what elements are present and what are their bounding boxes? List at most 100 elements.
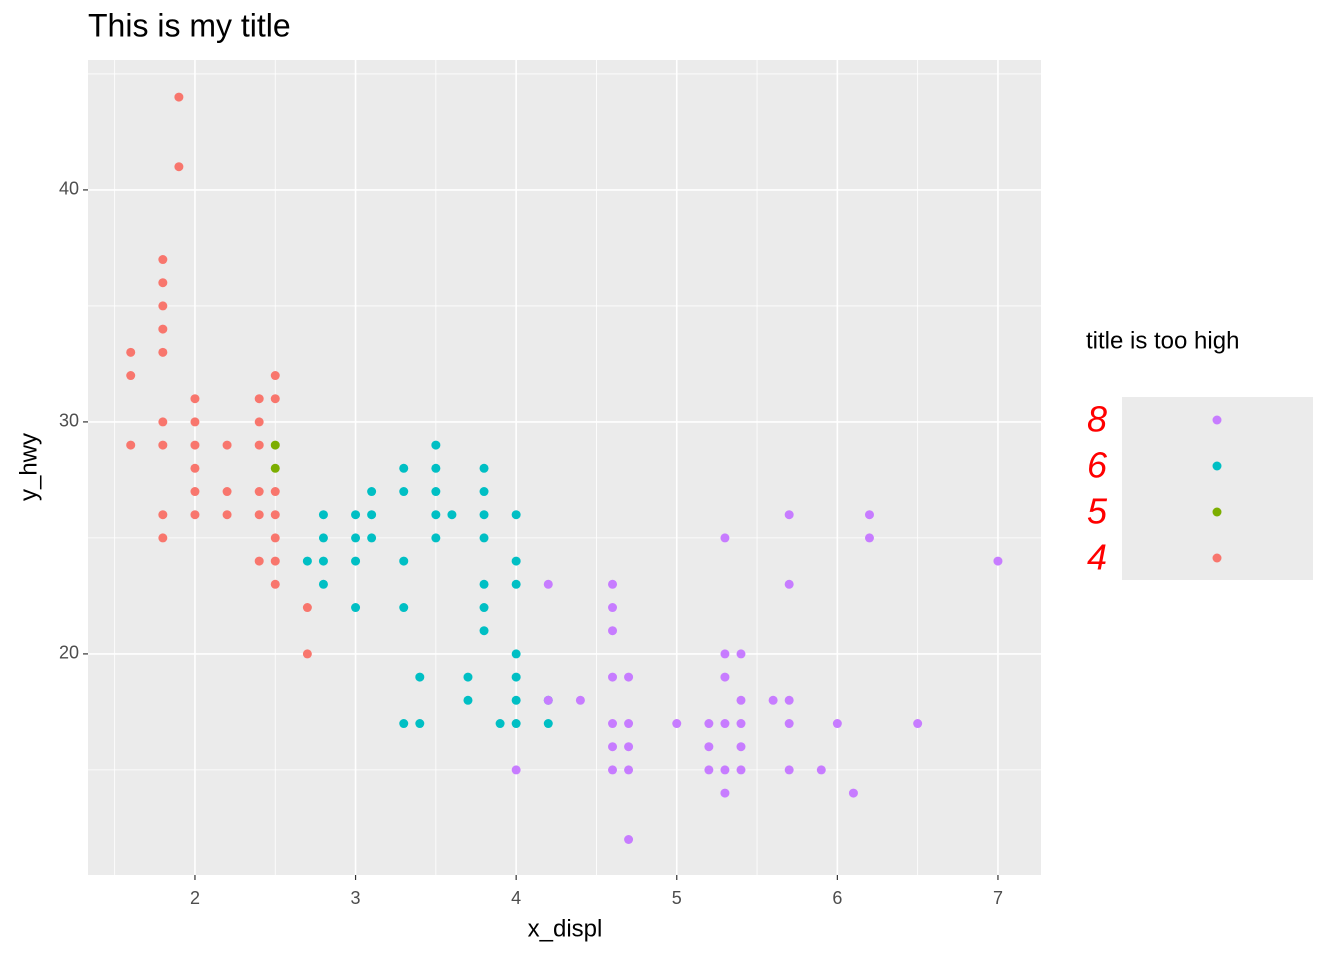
- point: [126, 347, 136, 357]
- legend-key: [1212, 415, 1222, 425]
- x-tick-label: 4: [511, 888, 521, 908]
- point: [318, 533, 328, 543]
- point: [864, 533, 874, 543]
- point: [511, 510, 521, 520]
- point: [624, 672, 634, 682]
- point: [190, 440, 200, 450]
- point: [608, 626, 618, 636]
- chart-title: This is my title: [88, 7, 291, 43]
- point: [543, 695, 553, 705]
- legend-key: [1212, 553, 1222, 563]
- point: [479, 579, 489, 589]
- point: [624, 765, 634, 775]
- point: [784, 695, 794, 705]
- point: [302, 556, 312, 566]
- point: [608, 672, 618, 682]
- point: [270, 487, 280, 497]
- point: [254, 440, 264, 450]
- point: [415, 719, 425, 729]
- point: [479, 487, 489, 497]
- x-tick-label: 7: [993, 888, 1003, 908]
- point: [511, 579, 521, 589]
- point: [222, 440, 232, 450]
- point: [158, 510, 168, 520]
- point: [624, 835, 634, 845]
- point: [624, 742, 634, 752]
- point: [431, 510, 441, 520]
- point: [511, 672, 521, 682]
- point: [270, 394, 280, 404]
- point: [158, 301, 168, 311]
- point: [158, 347, 168, 357]
- point: [318, 510, 328, 520]
- point: [463, 695, 473, 705]
- point: [511, 695, 521, 705]
- point: [720, 649, 730, 659]
- point: [254, 510, 264, 520]
- point: [158, 255, 168, 265]
- point: [190, 394, 200, 404]
- point: [222, 510, 232, 520]
- point: [704, 765, 714, 775]
- point: [848, 788, 858, 798]
- point: [270, 463, 280, 473]
- point: [174, 92, 184, 102]
- point: [399, 556, 409, 566]
- point: [784, 510, 794, 520]
- point: [575, 695, 585, 705]
- x-axis-label: x_displ: [528, 915, 603, 942]
- point: [704, 719, 714, 729]
- legend-key: [1212, 507, 1222, 517]
- point: [254, 487, 264, 497]
- point: [158, 324, 168, 334]
- point: [126, 371, 136, 381]
- point: [511, 649, 521, 659]
- x-tick-label: 3: [351, 888, 361, 908]
- point: [270, 533, 280, 543]
- point: [158, 440, 168, 450]
- point: [608, 765, 618, 775]
- point: [479, 510, 489, 520]
- point: [608, 742, 618, 752]
- point: [318, 556, 328, 566]
- y-tick-label: 20: [59, 643, 79, 663]
- legend-key: [1212, 461, 1222, 471]
- point: [511, 556, 521, 566]
- point: [864, 510, 874, 520]
- point: [672, 719, 682, 729]
- point: [736, 765, 746, 775]
- point: [495, 719, 505, 729]
- point: [318, 579, 328, 589]
- point: [993, 556, 1003, 566]
- point: [543, 719, 553, 729]
- point: [399, 603, 409, 613]
- y-tick-label: 30: [59, 411, 79, 431]
- point: [624, 719, 634, 729]
- point: [463, 672, 473, 682]
- point: [351, 510, 361, 520]
- point: [720, 719, 730, 729]
- point: [399, 463, 409, 473]
- legend-label: 4: [1087, 537, 1107, 578]
- point: [479, 626, 489, 636]
- point: [222, 487, 232, 497]
- point: [302, 649, 312, 659]
- point: [254, 556, 264, 566]
- point: [399, 487, 409, 497]
- legend-title: title is too high: [1086, 327, 1239, 354]
- point: [302, 603, 312, 613]
- point: [190, 510, 200, 520]
- point: [351, 533, 361, 543]
- point: [351, 603, 361, 613]
- point: [270, 510, 280, 520]
- legend-key-background: [1122, 397, 1313, 580]
- point: [431, 487, 441, 497]
- point: [190, 417, 200, 427]
- point: [704, 742, 714, 752]
- y-tick-label: 40: [59, 179, 79, 199]
- point: [399, 719, 409, 729]
- point: [270, 556, 280, 566]
- x-tick-label: 6: [832, 888, 842, 908]
- point: [608, 603, 618, 613]
- y-axis-label: y_hwy: [15, 433, 42, 501]
